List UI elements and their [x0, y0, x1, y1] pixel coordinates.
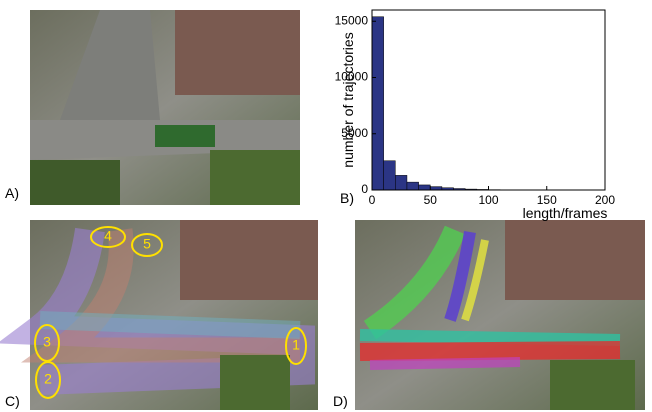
y-axis-label: number of trajectories: [340, 32, 356, 167]
x-tick-label: 100: [478, 193, 498, 207]
bar: [372, 17, 384, 190]
bar: [384, 161, 396, 190]
region-label: 2: [44, 371, 52, 387]
x-axis-label: length/frames: [523, 205, 608, 221]
panel-label: D): [333, 393, 348, 409]
x-tick-label: 50: [424, 193, 438, 207]
bar: [407, 182, 419, 190]
region-label: 4: [104, 228, 112, 244]
panel-label: A): [5, 185, 19, 201]
region-label: 1: [292, 337, 300, 353]
y-tick-label: 15000: [335, 13, 369, 27]
region-label: 3: [43, 334, 51, 350]
panel-label: C): [5, 393, 20, 409]
bar: [395, 175, 407, 190]
photo-d: [355, 220, 645, 410]
panel-label: B): [340, 190, 354, 206]
x-tick-label: 0: [369, 193, 376, 207]
y-tick-label: 0: [361, 182, 368, 196]
bar: [430, 187, 442, 190]
bar: [419, 185, 431, 190]
photo-c: 1 2 3 4 5: [30, 220, 318, 410]
region-label: 5: [143, 236, 151, 252]
photo-a: [30, 10, 300, 205]
figure: 1 2 3 4 5 A) B) C) D) 050001000015000050…: [0, 0, 652, 412]
plot-frame: [372, 10, 605, 190]
